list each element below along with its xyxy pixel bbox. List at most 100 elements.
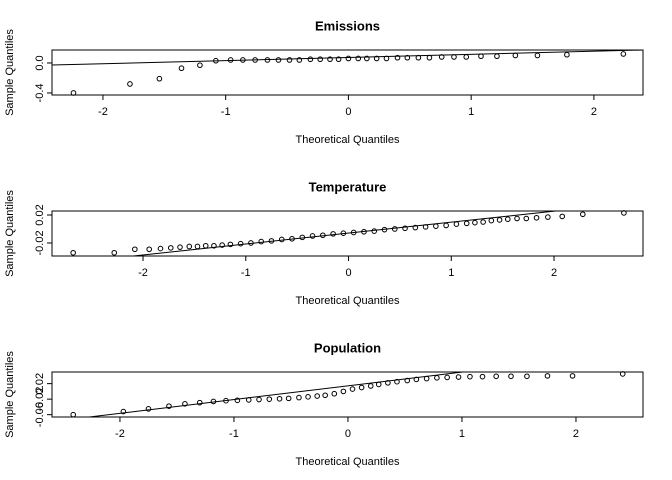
point [167,245,174,251]
point [213,57,219,64]
point [299,234,306,241]
point [177,244,183,250]
x-tick-label: -2 [98,106,108,118]
plot-frame [51,49,644,96]
point [453,221,460,227]
panel: Temperature Theoretical Quantiles Sample Q… [4,179,644,307]
x-tick-label: -1 [221,106,231,118]
x-tick-label: -2 [115,428,125,440]
point [317,56,323,63]
point [494,53,500,60]
point [156,75,163,82]
x-tick-label: 1 [468,106,474,118]
point [478,53,484,60]
plot-frame [51,210,644,257]
point [330,231,336,237]
point [496,217,503,223]
point [70,90,77,96]
point [404,54,411,61]
point [358,384,365,391]
x-tick-label: -1 [229,428,239,440]
point [426,54,433,61]
x-tick-label: 2 [573,428,579,440]
point [394,54,401,61]
point [111,249,118,256]
point [234,397,241,404]
point [227,241,234,248]
point [286,57,293,63]
point [371,228,378,234]
point [186,243,193,250]
reference-line [128,211,561,256]
point [197,62,203,69]
x-tick-label: 0 [345,428,351,440]
point [340,230,347,236]
x-tick-label: 2 [591,106,597,118]
point [256,396,262,403]
x-tick-label: -1 [241,267,251,279]
point [307,56,314,63]
point [157,245,164,252]
point [444,374,450,381]
point [240,57,246,63]
point [534,52,541,59]
point [314,393,320,399]
y-axis-title: Sample Quantiles [4,351,16,438]
point [415,54,422,61]
x-tick-label: 1 [459,428,465,440]
point [285,395,292,402]
point [320,232,326,239]
panel: Population Theoretical Quantiles Sample Qu… [4,340,644,468]
point [278,236,285,243]
reference-line [52,50,643,66]
point [545,214,551,220]
point [268,238,275,244]
point [467,373,473,380]
point [508,373,514,380]
point [413,376,420,383]
point [252,57,258,63]
point [620,51,627,57]
point [463,220,470,227]
point [367,383,374,389]
point [296,57,303,63]
point [480,219,486,225]
point [433,223,439,229]
point [327,56,333,63]
y-tick-label: -0.4 [34,83,46,102]
y-tick-label: 0.02 [34,373,46,394]
chart-title: Emissions [315,18,380,33]
point [579,211,586,218]
point [276,395,283,402]
x-tick-label: 1 [448,267,454,279]
point [422,224,429,230]
point [385,380,391,386]
point [423,375,430,382]
y-tick-label: 0.02 [34,204,46,225]
x-tick-label: 0 [345,106,351,118]
y-tick-label: -0.02 [34,387,46,412]
panel: Emissions Theoretical Quantiles Sample Qua… [4,18,644,146]
point [533,214,540,221]
point [127,81,133,87]
point [488,217,495,224]
point [178,65,185,72]
point [443,222,449,229]
point [383,55,390,62]
plot-frame [51,371,644,418]
point [559,213,566,220]
y-tick-label: -0.06 [34,402,46,427]
point [493,373,499,380]
y-tick-label: 0.0 [34,55,46,70]
point [524,373,530,380]
point [210,398,217,405]
x-axis-title: Theoretical Quantiles [296,456,400,468]
point [434,375,440,381]
point [331,390,338,397]
point [355,55,362,62]
point [132,246,138,253]
x-tick-label: 2 [551,267,557,279]
point [391,226,398,232]
point [248,240,254,246]
